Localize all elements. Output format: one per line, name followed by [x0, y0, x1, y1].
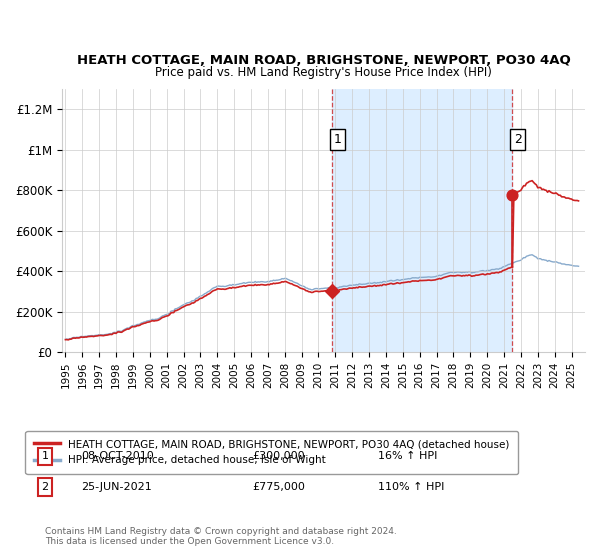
Text: 1: 1	[334, 133, 341, 146]
Legend: HEATH COTTAGE, MAIN ROAD, BRIGHSTONE, NEWPORT, PO30 4AQ (detached house), HPI: A: HEATH COTTAGE, MAIN ROAD, BRIGHSTONE, NE…	[25, 431, 518, 474]
Text: 2: 2	[41, 482, 49, 492]
Text: 1: 1	[41, 451, 49, 461]
Bar	[332, 89, 512, 352]
Text: Price paid vs. HM Land Registry's House Price Index (HPI): Price paid vs. HM Land Registry's House …	[155, 66, 492, 79]
Point	[327, 287, 337, 296]
Text: 2: 2	[514, 133, 521, 146]
Text: £775,000: £775,000	[252, 482, 305, 492]
Text: 110% ↑ HPI: 110% ↑ HPI	[378, 482, 445, 492]
Text: 16% ↑ HPI: 16% ↑ HPI	[378, 451, 437, 461]
Text: £300,000: £300,000	[252, 451, 305, 461]
Text: 08-OCT-2010: 08-OCT-2010	[81, 451, 154, 461]
Title: HEATH COTTAGE, MAIN ROAD, BRIGHSTONE, NEWPORT, PO30 4AQ: HEATH COTTAGE, MAIN ROAD, BRIGHSTONE, NE…	[77, 54, 571, 67]
Text: Contains HM Land Registry data © Crown copyright and database right 2024.
This d: Contains HM Land Registry data © Crown c…	[45, 526, 397, 546]
Point	[508, 191, 517, 200]
Text: 25-JUN-2021: 25-JUN-2021	[81, 482, 152, 492]
